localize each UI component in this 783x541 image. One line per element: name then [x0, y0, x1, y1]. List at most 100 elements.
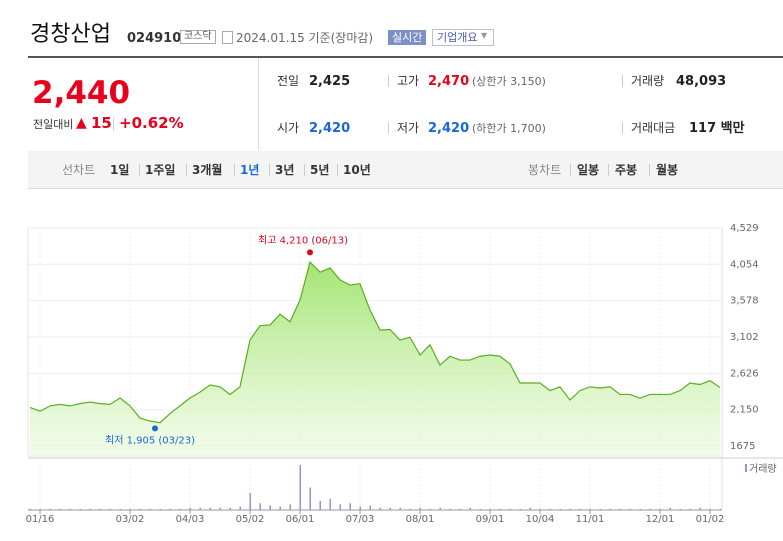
candle-tab[interactable]: 일봉 [577, 163, 600, 177]
separator [388, 75, 389, 87]
volume-bar [519, 508, 521, 510]
period-tab[interactable]: 1일 [110, 163, 130, 177]
period-tab[interactable]: 1년 [240, 163, 260, 177]
separator [113, 118, 114, 130]
volume-bar [359, 506, 361, 510]
separator [337, 164, 338, 176]
volume-bar [299, 465, 301, 510]
y-tick-label: 2,150 [730, 405, 759, 416]
x-tick-label: 11/01 [576, 514, 605, 525]
high-marker [307, 249, 313, 256]
volume-bar [379, 507, 381, 510]
change: 15 [91, 114, 112, 132]
divider [258, 58, 259, 150]
period-tab[interactable]: 1주일 [145, 163, 176, 177]
high-label: 최고 4,210 (06/13) [258, 234, 348, 246]
open-label: 시가 [277, 121, 300, 135]
overview-button[interactable]: 기업개요 [432, 29, 495, 46]
y-tick-label: 3,578 [730, 296, 759, 307]
volume-bar [159, 508, 161, 510]
volume-bar [449, 508, 451, 510]
volume-bar [489, 508, 491, 510]
volume-bar [399, 507, 401, 510]
volume-bar [229, 507, 231, 510]
candle-tab[interactable]: 월봉 [656, 163, 679, 177]
price-line [29, 260, 721, 424]
period-tab[interactable]: 3년 [275, 163, 295, 177]
x-tick-label: 10/04 [526, 514, 555, 525]
overview-text: 기업개요 [437, 31, 478, 44]
volume-bar [619, 508, 621, 510]
prev: 2,425 [309, 74, 351, 89]
x-tick-label: 06/01 [286, 514, 315, 525]
y-tick-label: 4,529 [730, 223, 759, 234]
up-arrow: ▲ [76, 115, 87, 131]
low-label: 최저 1,905 (03/23) [105, 434, 195, 446]
tab-bar [28, 151, 783, 189]
volume-bar [189, 507, 191, 510]
volume-bar [669, 507, 671, 510]
period-tab[interactable]: 3개월 [192, 163, 223, 177]
volume-bar [129, 508, 131, 510]
y-tick-label: 4,054 [730, 259, 759, 270]
volume-bar [309, 487, 311, 510]
volume: 48,093 [676, 74, 727, 89]
x-tick-label: 03/02 [116, 514, 145, 525]
volume-bar [579, 508, 581, 510]
low-marker [152, 425, 158, 432]
x-tick-label: 09/01 [476, 514, 505, 525]
volume-bar [639, 508, 641, 510]
volume-bar [209, 507, 211, 510]
candle-tab[interactable]: 주봉 [615, 163, 638, 177]
volume-bar [69, 508, 71, 510]
separator [139, 164, 140, 176]
volume-bar [499, 508, 501, 510]
volume-label: 거래량 [631, 74, 665, 88]
volume-bar [59, 508, 61, 510]
volume-bar [559, 508, 561, 510]
volume-bar [649, 508, 651, 510]
doc-icon [222, 31, 233, 44]
dropdown-arrow: ▼ [481, 31, 488, 40]
separator [388, 122, 389, 134]
volume-bar [249, 493, 251, 510]
volume-bar [509, 508, 511, 510]
volume-bar [549, 508, 551, 510]
separator [608, 164, 609, 176]
stock-code: 024910 [127, 31, 182, 46]
lower-limit: (하한가 1,700) [472, 122, 546, 135]
volume-bar [419, 507, 421, 510]
volume-bar [659, 508, 661, 510]
stock-name: 경창산업 [30, 22, 111, 47]
high-label: 고가 [397, 74, 420, 88]
change-rate: +0.62% [119, 114, 184, 132]
volume-bar [349, 503, 351, 510]
change-label: 전일대비 [33, 118, 74, 131]
volume-bar [479, 508, 481, 510]
volume-bar [269, 505, 271, 510]
volume-bar [329, 498, 331, 510]
volume-bar [219, 507, 221, 510]
volume-bar [699, 507, 701, 510]
period-tab[interactable]: 5년 [310, 163, 330, 177]
amount-label: 거래대금 [631, 121, 676, 135]
volume-bar [29, 508, 31, 510]
volume-bar [49, 508, 51, 510]
volume-bar [709, 508, 711, 510]
volume-bar [369, 505, 371, 510]
volume-bar [689, 508, 691, 510]
amount: 117 백만 [689, 121, 745, 136]
volume-bar [149, 508, 151, 510]
open: 2,420 [309, 121, 351, 136]
period-tab[interactable]: 10년 [343, 163, 371, 177]
x-tick-label: 01/02 [696, 514, 725, 525]
separator [622, 122, 623, 134]
tab-group-label: 봉차트 [528, 163, 562, 177]
realtime-button[interactable]: 실시간 [388, 30, 427, 45]
price-area [30, 262, 720, 456]
separator [649, 164, 650, 176]
volume-bar [39, 508, 41, 510]
volume-bar [599, 508, 601, 510]
x-tick-label: 07/03 [346, 514, 375, 525]
